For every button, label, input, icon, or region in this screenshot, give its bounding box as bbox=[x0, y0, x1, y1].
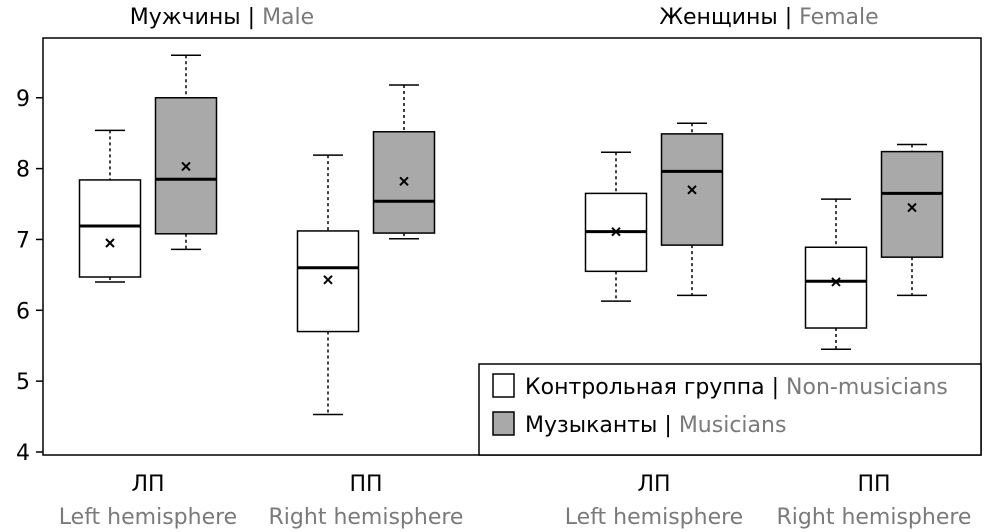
panel-title-ru: Мужчины bbox=[130, 5, 241, 30]
legend-label-0: Контрольная группа | Non-musicians bbox=[525, 375, 948, 400]
mean-marker bbox=[323, 275, 333, 285]
box-0-2 bbox=[584, 151, 648, 302]
legend: Контрольная группа | Non-musiciansМузыка… bbox=[478, 363, 982, 456]
box-body bbox=[78, 179, 142, 278]
legend-label-ru: Контрольная группа bbox=[525, 375, 765, 400]
legend-swatch-1 bbox=[492, 411, 515, 436]
legend-swatch-0 bbox=[492, 373, 515, 398]
box-0-3 bbox=[804, 198, 868, 351]
x-category-label-2: ЛП bbox=[637, 472, 670, 497]
mean-marker bbox=[831, 277, 841, 287]
panel-title-en: Female bbox=[799, 5, 879, 30]
panel-title-sep: | bbox=[241, 5, 262, 30]
x-category-label-3: ПП bbox=[857, 472, 890, 497]
box-1-0 bbox=[154, 54, 218, 251]
box-1-2 bbox=[660, 122, 724, 297]
legend-label-1: Музыканты | Musicians bbox=[525, 413, 786, 438]
mean-marker bbox=[907, 202, 917, 213]
y-tick-label-2: 6 bbox=[16, 299, 30, 324]
box-0-1 bbox=[296, 154, 360, 416]
panel-title-en: Male bbox=[262, 5, 314, 30]
panel-title-0: Мужчины | Male bbox=[130, 5, 314, 30]
box-1-3 bbox=[880, 143, 944, 297]
panel-title-sep: | bbox=[778, 5, 799, 30]
y-tick-label-4: 8 bbox=[16, 158, 30, 183]
mean-marker bbox=[687, 185, 697, 195]
y-tick-label-1: 5 bbox=[16, 370, 30, 395]
y-tick-label-0: 4 bbox=[16, 441, 30, 466]
box-body bbox=[296, 230, 360, 333]
y-tick-label-5: 9 bbox=[16, 87, 30, 112]
legend-label-en: Musicians bbox=[679, 413, 787, 438]
x-category-label-0: ЛП bbox=[131, 472, 164, 497]
box-body bbox=[804, 246, 868, 329]
legend-label-sep: | bbox=[657, 413, 678, 438]
mean-marker bbox=[611, 226, 621, 237]
x-category-sublabel-3: Right hemisphere bbox=[777, 505, 972, 530]
x-category-sublabel-2: Left hemisphere bbox=[565, 505, 743, 530]
mean-marker bbox=[105, 238, 115, 248]
y-tick-label-3: 7 bbox=[16, 228, 30, 253]
x-category-sublabel-1: Right hemisphere bbox=[269, 505, 464, 530]
x-category-label-1: ПП bbox=[349, 472, 382, 497]
box-body bbox=[660, 133, 724, 246]
legend-label-sep: | bbox=[765, 375, 786, 400]
mean-marker bbox=[181, 161, 191, 172]
legend-frame bbox=[478, 363, 982, 456]
legend-label-en: Non-musicians bbox=[786, 375, 948, 400]
box-0-0 bbox=[78, 129, 142, 283]
panel-title-ru: Женщины bbox=[659, 5, 777, 30]
box-1-1 bbox=[372, 84, 436, 240]
box-body bbox=[880, 150, 944, 258]
x-category-sublabel-0: Left hemisphere bbox=[59, 505, 237, 530]
panel-title-1: Женщины | Female bbox=[659, 5, 878, 30]
mean-marker bbox=[399, 176, 409, 187]
legend-label-ru: Музыканты bbox=[525, 413, 657, 438]
